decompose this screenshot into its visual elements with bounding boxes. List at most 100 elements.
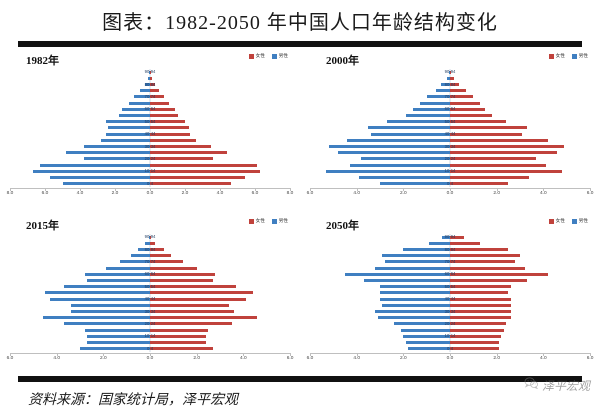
legend-swatch-female — [548, 219, 554, 224]
female-half — [450, 246, 590, 252]
female-half — [450, 346, 590, 352]
male-half — [310, 150, 450, 156]
female-half — [150, 302, 290, 308]
x-tick-mark — [290, 353, 292, 356]
male-half — [10, 168, 150, 174]
female-half — [150, 327, 290, 333]
bar-female — [150, 254, 171, 258]
female-half — [150, 290, 290, 296]
bar-female — [150, 176, 245, 180]
pyramid-row: 0-4 — [10, 181, 290, 187]
bar-female — [150, 163, 257, 167]
pyramid-row — [310, 253, 590, 259]
bar-female — [450, 272, 548, 276]
bar-female — [150, 316, 258, 320]
pyramid-row — [310, 265, 590, 271]
bar-male — [87, 278, 150, 283]
pyramid-row — [310, 162, 590, 168]
male-half — [10, 106, 150, 112]
legend-item-male[interactable]: 男性 — [271, 54, 288, 59]
male-half — [10, 302, 150, 308]
female-half — [450, 327, 590, 333]
bar-male — [122, 107, 150, 111]
legend-item-male[interactable]: 男性 — [271, 219, 288, 224]
bar-female — [150, 278, 213, 283]
male-half — [10, 253, 150, 259]
legend-label-female: 女性 — [555, 218, 565, 224]
x-tick-label: 6.0 — [41, 191, 49, 196]
pyramid-row — [10, 88, 290, 94]
legend-item-female[interactable]: 女性 — [548, 54, 565, 59]
bar-female — [450, 126, 527, 130]
bar-male — [106, 120, 150, 124]
legend-label-male: 男性 — [578, 218, 588, 224]
x-tick-mark — [543, 188, 545, 191]
x-tick-mark — [103, 353, 105, 356]
pyramid-row — [10, 315, 290, 321]
female-half — [450, 321, 590, 327]
x-tick-mark — [185, 188, 186, 191]
bar-female — [150, 297, 246, 301]
female-half — [150, 346, 290, 352]
x-tick-label: 2.0 — [493, 356, 501, 361]
bar-male — [148, 235, 150, 239]
female-half — [150, 259, 290, 265]
bar-male — [405, 113, 450, 118]
x-tick-mark — [10, 188, 11, 191]
female-half — [150, 150, 290, 156]
bar-female — [150, 169, 261, 173]
female-half — [450, 88, 590, 94]
bar-female — [150, 101, 170, 105]
male-half — [310, 168, 450, 174]
bar-female — [150, 107, 175, 111]
bar-female — [150, 113, 178, 118]
pyramid-row — [310, 240, 590, 246]
male-half — [10, 119, 150, 125]
x-tick-label: 4.0 — [540, 191, 547, 196]
x-tick-label: 2.0 — [193, 356, 201, 361]
x-tick-label: 4.0 — [240, 356, 247, 361]
x-tick-label: 6.0 — [306, 356, 314, 361]
bar-female — [450, 266, 525, 270]
male-half — [310, 346, 450, 352]
male-half — [10, 156, 150, 162]
female-half — [450, 302, 590, 308]
female-half — [450, 100, 590, 106]
bar-female — [150, 82, 156, 87]
pyramid-chart-2050年: 2050年 女性 男性 90-94 80-84 70-74 60-64 50-54 40-44 3… — [300, 213, 600, 378]
female-half — [150, 240, 290, 246]
legend-item-female[interactable]: 女性 — [248, 219, 265, 224]
legend-item-female[interactable]: 女性 — [548, 218, 565, 224]
bar-male — [32, 169, 150, 173]
bar-female — [450, 95, 474, 99]
x-tick-mark — [590, 353, 592, 356]
male-half — [10, 284, 150, 290]
female-half — [450, 112, 590, 118]
footer: 资料来源：国家统计局，泽平宏观 泽平宏观 — [0, 377, 600, 414]
male-half — [10, 181, 150, 187]
bar-female — [450, 235, 464, 239]
x-tick-label: 6.0 — [251, 191, 259, 196]
bar-female — [450, 82, 460, 87]
bar-male — [382, 303, 450, 307]
legend-item-male[interactable]: 男性 — [571, 54, 588, 59]
male-half — [310, 327, 450, 333]
bar-male — [380, 291, 450, 295]
x-tick-label: 4.0 — [353, 356, 361, 361]
female-half — [450, 240, 590, 246]
female-half — [450, 69, 590, 75]
male-half — [10, 234, 150, 240]
legend-item-female[interactable]: 女性 — [248, 54, 265, 59]
female-half — [450, 290, 590, 296]
male-half — [10, 100, 150, 106]
female-half — [450, 315, 590, 321]
x-tick-label: 4.0 — [216, 191, 224, 196]
pyramid-row — [10, 162, 290, 168]
bar-male — [394, 322, 450, 326]
male-half — [10, 240, 150, 246]
bar-female — [150, 132, 191, 136]
x-tick-mark — [255, 188, 256, 191]
male-half — [310, 181, 450, 187]
male-half — [310, 296, 450, 302]
legend-item-male[interactable]: 男性 — [571, 218, 588, 224]
